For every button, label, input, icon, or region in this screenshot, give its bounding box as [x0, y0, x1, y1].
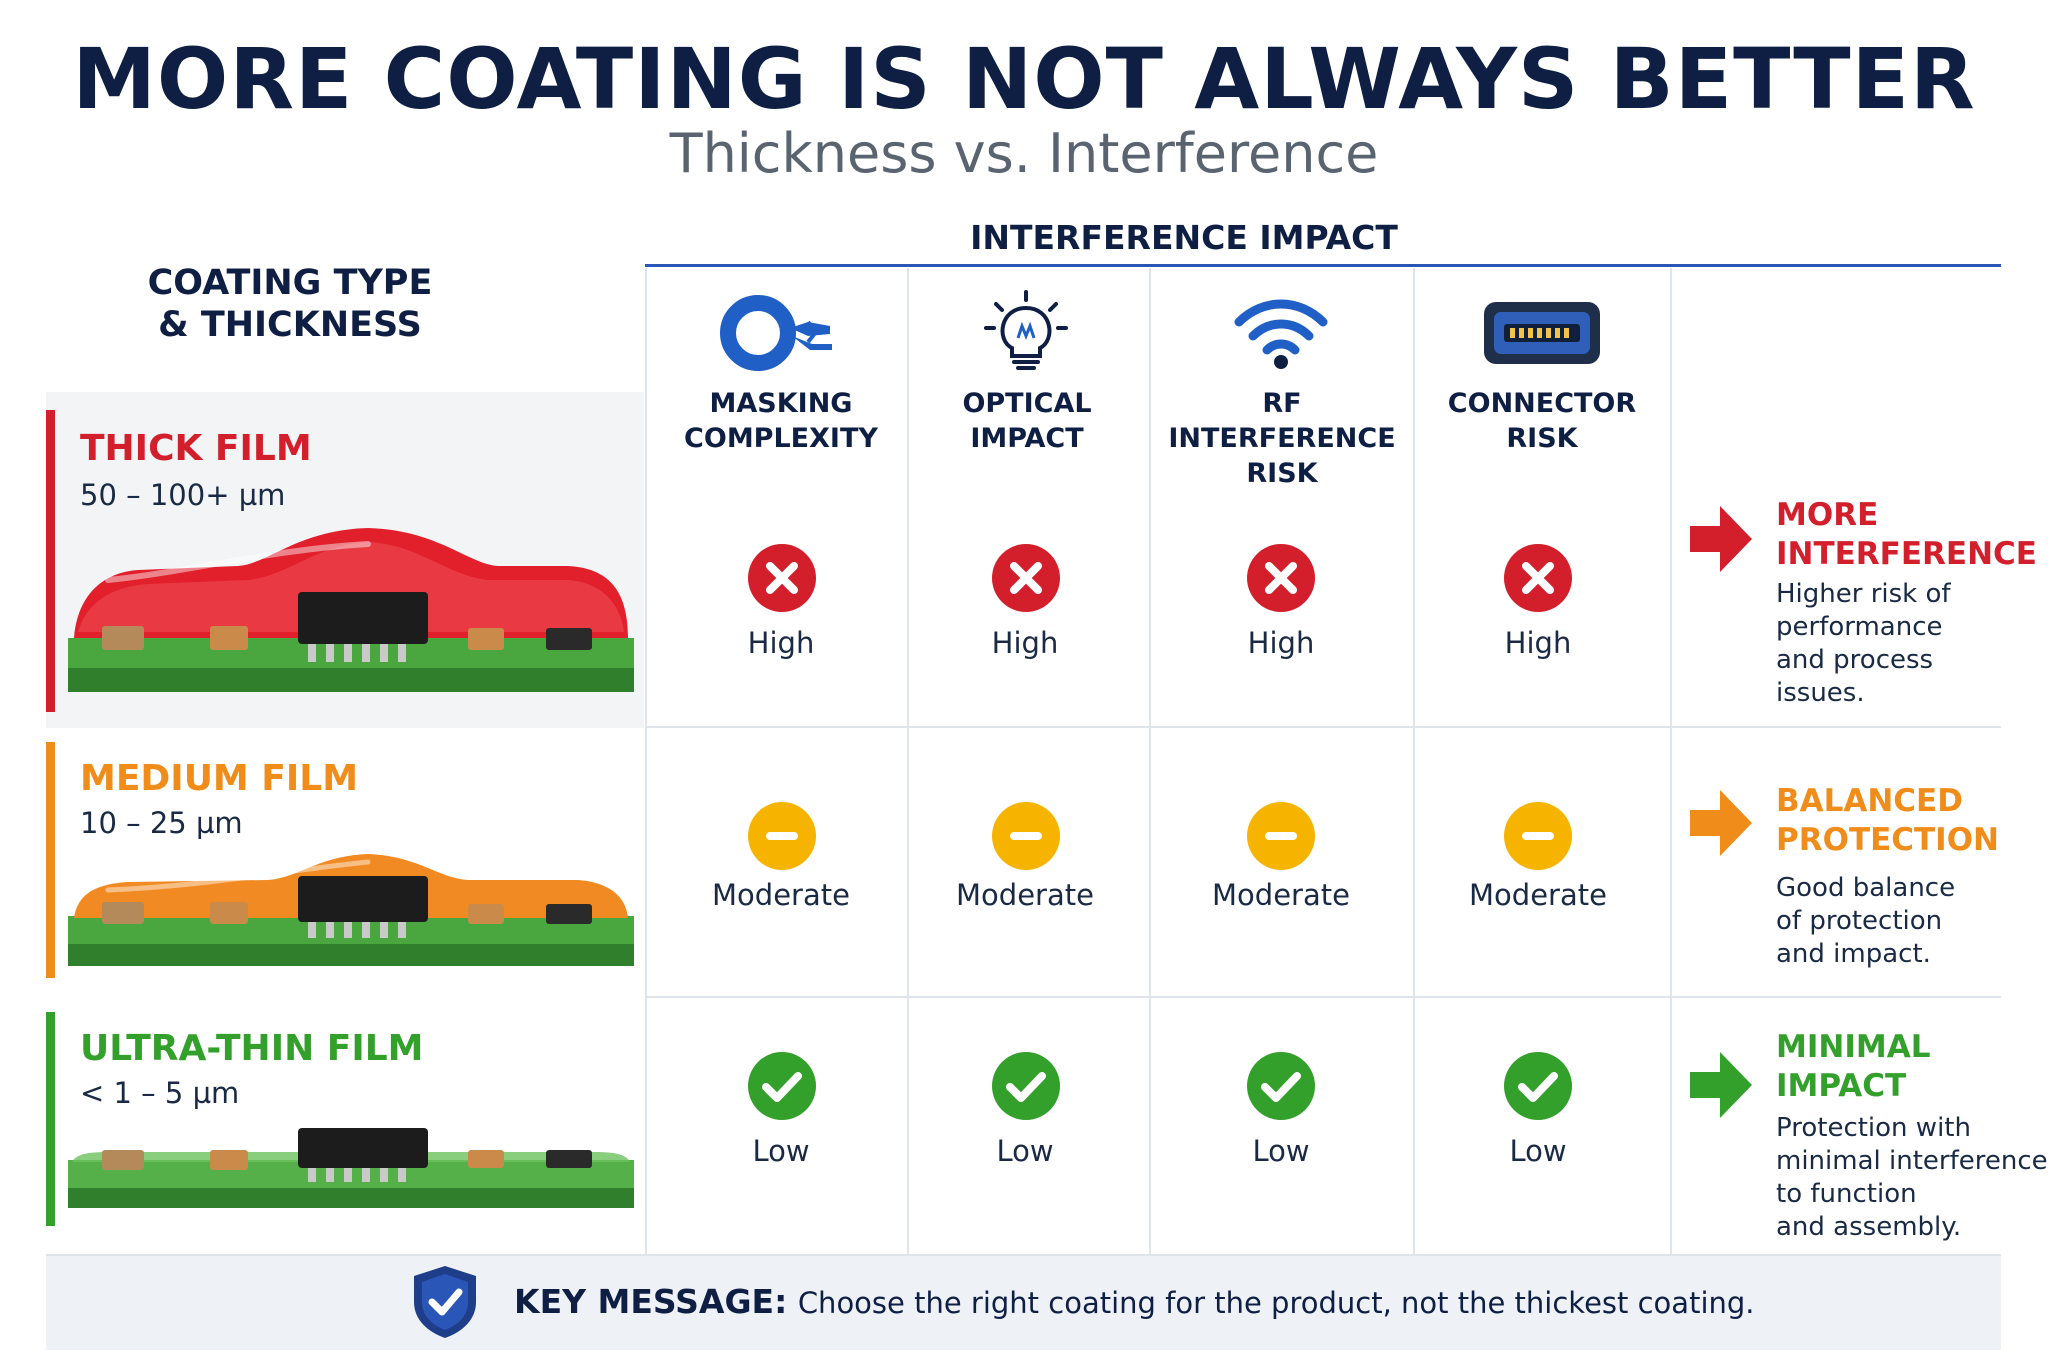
rating-connector-thick: High [1504, 626, 1572, 660]
thick-film-color-bar [46, 410, 55, 712]
rating-masking-ultra-thin: Low [752, 1134, 810, 1168]
x-icon [1504, 544, 1572, 612]
x-icon [748, 544, 816, 612]
column-header-connector: CONNECTOR RISK [1411, 386, 1673, 456]
page-subtitle: Thickness vs. Interference [669, 122, 1379, 185]
key-message-label: KEY MESSAGE: [514, 1282, 788, 1321]
shield-check-icon [414, 1266, 476, 1338]
medium-outcome-title: BALANCED PROTECTION [1776, 782, 1999, 860]
outcome-desc-line: Good balance [1776, 873, 1956, 903]
thick-film-pcb-illustration [68, 528, 634, 692]
minus-icon [748, 802, 816, 870]
light-bulb-icon [984, 290, 1068, 370]
ultra-thin-outcome-title: MINIMAL IMPACT [1776, 1028, 1930, 1106]
rating-masking-thick: High [747, 626, 815, 660]
x-icon [992, 544, 1060, 612]
medium-outcome-description: Good balance of protection and impact. [1776, 872, 1955, 971]
ultra-thin-film-pcb-illustration [68, 1128, 634, 1208]
rating-connector-medium: Moderate [1469, 878, 1607, 912]
coating-type-header: COATING TYPE & THICKNESS [80, 262, 500, 346]
rating-connector-ultra-thin: Low [1509, 1134, 1567, 1168]
outcome-desc-line: issues. [1776, 678, 1865, 708]
minus-icon [1247, 802, 1315, 870]
grid-line [1413, 268, 1415, 1254]
x-icon [1247, 544, 1315, 612]
column-header-masking: MASKING COMPLEXITY [650, 386, 912, 456]
orange-arrow-icon [1690, 790, 1752, 856]
grid-line [1149, 268, 1151, 1254]
outcome-desc-line: Higher risk of [1776, 579, 1951, 609]
medium-film-pcb-illustration [68, 854, 634, 966]
column-header-rf: RF INTERFERENCE RISK [1151, 386, 1413, 491]
outcome-title-line: INTERFERENCE [1776, 536, 2037, 572]
outcome-desc-line: Protection with [1776, 1113, 1971, 1143]
red-arrow-icon [1690, 506, 1752, 572]
ultra-thin-film-color-bar [46, 1012, 55, 1226]
minus-icon [1504, 802, 1572, 870]
thick-film-thickness: 50 – 100+ µm [80, 478, 286, 512]
rating-rf-medium: Moderate [1212, 878, 1350, 912]
column-label-line2: RISK [1246, 458, 1318, 489]
outcome-desc-line: and process [1776, 645, 1934, 675]
outcome-desc-line: of protection [1776, 906, 1943, 936]
outcome-title-line: BALANCED [1776, 783, 1963, 819]
row-divider [645, 996, 2001, 998]
outcome-title-line: IMPACT [1776, 1068, 1907, 1104]
outcome-title-line: MORE [1776, 497, 1879, 533]
rating-optical-thick: High [991, 626, 1059, 660]
column-label-line1: OPTICAL [962, 388, 1092, 419]
wifi-signal-icon [1234, 299, 1328, 369]
coating-header-line1: COATING TYPE [147, 263, 433, 303]
ultra-thin-film-title: ULTRA-THIN FILM [80, 1028, 424, 1069]
check-icon [1504, 1052, 1572, 1120]
key-message: KEY MESSAGE: Choose the right coating fo… [514, 1282, 1755, 1321]
rating-optical-ultra-thin: Low [996, 1134, 1054, 1168]
key-message-band [46, 1254, 2001, 1350]
column-label-line2: RISK [1506, 423, 1578, 454]
row-divider [645, 726, 2001, 728]
header-rule [645, 264, 2001, 267]
outcome-desc-line: minimal interference [1776, 1146, 2048, 1176]
grid-line [907, 268, 909, 1254]
check-icon [1247, 1052, 1315, 1120]
check-icon [748, 1052, 816, 1120]
thick-film-title: THICK FILM [80, 428, 312, 469]
minus-icon [992, 802, 1060, 870]
medium-film-title: MEDIUM FILM [80, 758, 359, 799]
column-label-line2: IMPACT [970, 423, 1084, 454]
column-label-line1: RF INTERFERENCE [1168, 388, 1396, 454]
grid-line [1670, 268, 1672, 1254]
green-arrow-icon [1690, 1052, 1752, 1118]
key-message-divider [46, 1254, 2001, 1256]
interference-impact-header: INTERFERENCE IMPACT [970, 218, 1398, 257]
connector-icon [1484, 302, 1600, 364]
ultra-thin-film-thickness: < 1 – 5 µm [80, 1076, 240, 1110]
medium-film-thickness: 10 – 25 µm [80, 806, 243, 840]
page-title: MORE COATING IS NOT ALWAYS BETTER [72, 30, 1976, 128]
rating-rf-ultra-thin: Low [1252, 1134, 1310, 1168]
rating-rf-thick: High [1247, 626, 1315, 660]
column-label-line2: COMPLEXITY [684, 423, 878, 454]
outcome-title-line: PROTECTION [1776, 822, 1999, 858]
column-label-line1: MASKING [709, 388, 853, 419]
rating-optical-medium: Moderate [956, 878, 1094, 912]
coating-header-line2: & THICKNESS [158, 305, 422, 345]
rating-masking-medium: Moderate [712, 878, 850, 912]
masking-tape-icon [720, 295, 832, 371]
outcome-desc-line: to function [1776, 1179, 1917, 1209]
column-header-optical: OPTICAL IMPACT [896, 386, 1158, 456]
ultra-thin-outcome-description: Protection with minimal interference to … [1776, 1112, 2048, 1244]
outcome-desc-line: performance [1776, 612, 1943, 642]
medium-film-color-bar [46, 742, 55, 978]
outcome-desc-line: and impact. [1776, 939, 1931, 969]
outcome-title-line: MINIMAL [1776, 1029, 1931, 1065]
grid-line [645, 268, 647, 1254]
key-message-text: Choose the right coating for the product… [797, 1286, 1755, 1320]
thick-outcome-title: MORE INTERFERENCE [1776, 496, 2037, 574]
check-icon [992, 1052, 1060, 1120]
thick-outcome-description: Higher risk of performance and process i… [1776, 578, 1951, 710]
outcome-desc-line: and assembly. [1776, 1212, 1962, 1242]
column-label-line1: CONNECTOR [1447, 388, 1637, 419]
